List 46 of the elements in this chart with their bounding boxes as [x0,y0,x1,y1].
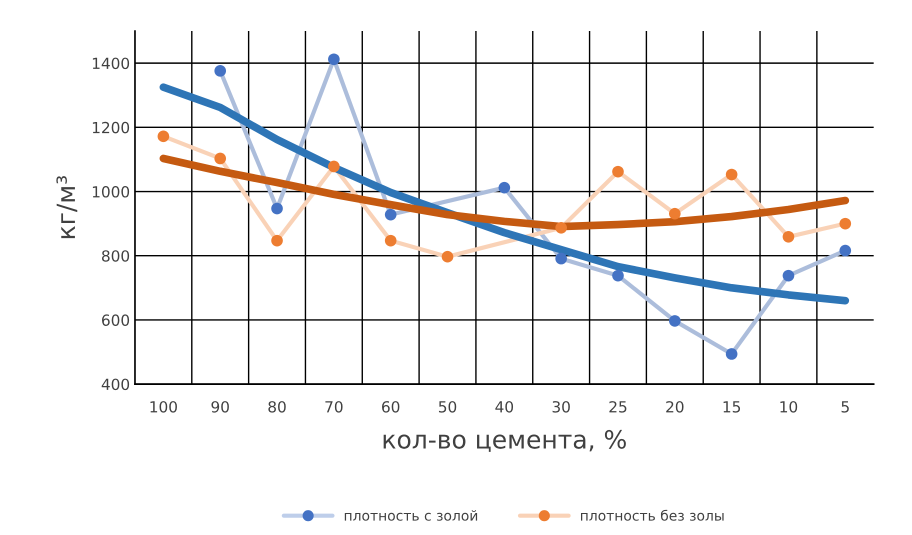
x-tick-label: 100 [150,401,177,413]
point [612,166,624,178]
point [442,250,454,263]
legend-label: плотность с золой [344,510,478,521]
x-tick-label: 60 [382,401,400,413]
point [669,208,681,220]
point [271,234,283,246]
x-tick-label: 5 [842,401,849,413]
point [271,202,283,214]
point [555,252,567,264]
x-tick-label: 50 [438,401,456,413]
x-tick-label: 15 [724,401,740,413]
point [726,348,738,360]
point [839,218,852,230]
x-tick-label: 10 [780,401,798,413]
y-axis-title: кг/м³ [56,176,78,238]
legend-label: плотность без золы [581,510,724,521]
point [328,53,340,66]
point [839,244,852,256]
x-tick-label: 20 [666,401,684,413]
x-tick-label: 70 [325,401,343,413]
point [158,130,170,142]
y-tick-label: 600 [102,314,130,326]
y-tick-label: 400 [102,378,130,390]
y-tick-label: 1000 [92,186,130,198]
x-tick-label: 40 [495,401,514,413]
point [384,234,396,246]
point [214,152,226,164]
y-tick-label: 1200 [92,122,130,134]
point [669,315,681,327]
y-tick-label: 1400 [92,58,130,70]
point [328,160,340,172]
x-tick-label: 90 [211,401,229,413]
point [726,168,738,180]
x-axis-title: кол-во цемента, % [384,430,626,452]
y-tick-label: 800 [102,250,130,262]
x-tick-label: 80 [268,401,286,413]
point [384,208,396,220]
x-tick-label: 25 [609,401,626,413]
point [612,270,624,282]
point [555,222,567,234]
point [498,182,510,194]
point [782,230,794,243]
point [214,65,226,77]
point [782,270,794,282]
x-tick-label: 30 [552,401,570,413]
